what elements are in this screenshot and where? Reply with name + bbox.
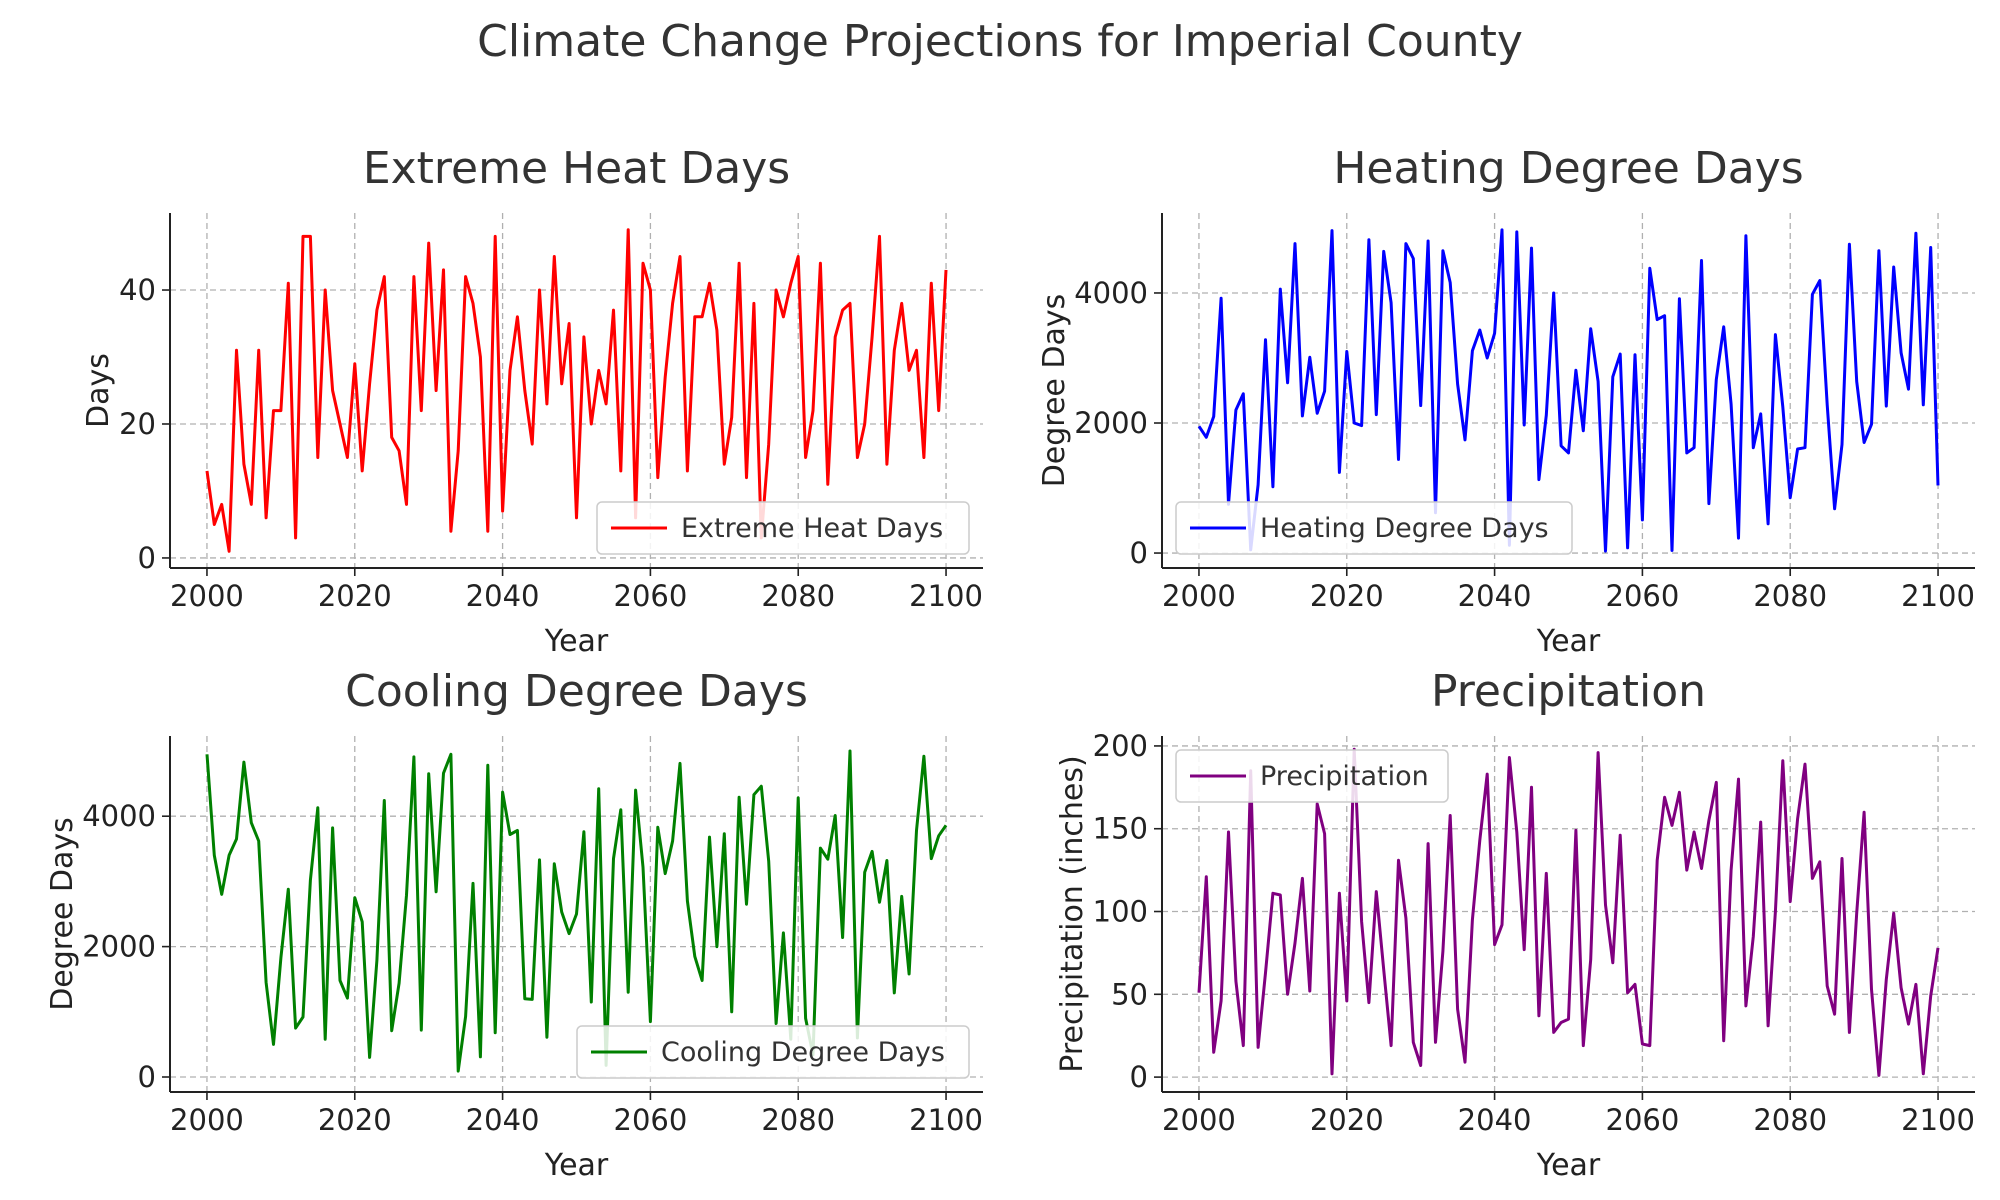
y-axis-label: Precipitation (inches)	[1055, 755, 1090, 1072]
y-tick-label: 2000	[1074, 406, 1148, 440]
legend-label: Extreme Heat Days	[681, 513, 943, 544]
x-tick-label: 2100	[909, 579, 983, 613]
x-tick-label: 2060	[614, 579, 688, 613]
x-tick-label: 2040	[1458, 1103, 1532, 1137]
y-tick-label: 0	[1130, 536, 1148, 570]
series-line	[1197, 747, 1940, 1077]
x-tick-label: 2040	[466, 579, 540, 613]
legend: Precipitation	[1175, 749, 1449, 803]
chart-panel: 2000 2020 2040 2060 2080 2100050100150200Prec…	[1055, 666, 1975, 1183]
series-line	[1197, 228, 1940, 553]
x-tick-label: 2100	[1901, 579, 1975, 613]
chart-title: Extreme Heat Days	[363, 143, 790, 194]
chart-title: Heating Degree Days	[1333, 143, 1803, 194]
y-tick-label: 0	[138, 541, 156, 575]
x-tick-label: 2000	[1162, 579, 1236, 613]
x-tick-label: 2060	[614, 1103, 688, 1137]
series-line	[205, 749, 948, 1073]
y-tick-label: 20	[119, 407, 156, 441]
chart-title: Cooling Degree Days	[345, 666, 808, 717]
legend-label: Precipitation	[1260, 761, 1429, 792]
y-tick-label: 100	[1093, 895, 1148, 929]
legend-label: Cooling Degree Days	[661, 1037, 945, 1068]
x-tick-label: 2100	[1901, 1103, 1975, 1137]
figure-suptitle: Climate Change Projections for Imperial …	[477, 16, 1523, 67]
legend-box	[1175, 749, 1449, 803]
x-tick-label: 2040	[1458, 579, 1532, 613]
y-tick-label: 4000	[82, 799, 156, 833]
y-tick-label: 0	[138, 1060, 156, 1094]
x-tick-label: 2080	[761, 1103, 835, 1137]
y-tick-label: 50	[1111, 977, 1148, 1011]
x-tick-label: 2020	[1310, 579, 1384, 613]
x-axis-label: Year	[1536, 1148, 1601, 1183]
x-tick-label: 2040	[466, 1103, 540, 1137]
legend-box	[596, 501, 970, 555]
series-line	[205, 228, 948, 553]
y-tick-label: 150	[1093, 812, 1148, 846]
legend-label: Heating Degree Days	[1260, 513, 1549, 544]
x-tick-label: 2020	[318, 579, 392, 613]
x-tick-label: 2080	[1753, 579, 1827, 613]
legend: Cooling Degree Days	[576, 1025, 970, 1079]
x-tick-label: 2080	[1753, 1103, 1827, 1137]
x-tick-label: 2000	[170, 579, 244, 613]
y-tick-label: 40	[119, 273, 156, 307]
legend: Extreme Heat Days	[596, 501, 970, 555]
y-axis-label: Degree Days	[45, 817, 80, 1011]
y-axis-label: Days	[81, 353, 116, 428]
x-tick-label: 2020	[1310, 1103, 1384, 1137]
x-tick-label: 2080	[761, 579, 835, 613]
legend-box	[576, 1025, 970, 1079]
x-tick-label: 2000	[170, 1103, 244, 1137]
legend: Heating Degree Days	[1175, 501, 1573, 555]
y-tick-label: 0	[1130, 1060, 1148, 1094]
x-tick-label: 2020	[318, 1103, 392, 1137]
chart-title: Precipitation	[1431, 666, 1706, 717]
x-tick-label: 2060	[1606, 579, 1680, 613]
y-axis-label: Degree Days	[1037, 294, 1072, 488]
x-axis-label: Year	[1536, 624, 1601, 659]
chart-panel: 2000 2020 2040 2060 2080 2100 0 2000 4000 Cooling…	[45, 666, 983, 1183]
x-tick-label: 2100	[909, 1103, 983, 1137]
y-tick-label: 4000	[1074, 276, 1148, 310]
legend-box	[1175, 501, 1573, 555]
y-tick-label: 200	[1093, 729, 1148, 763]
x-tick-label: 2000	[1162, 1103, 1236, 1137]
x-tick-label: 2060	[1606, 1103, 1680, 1137]
x-axis-label: Year	[544, 1148, 609, 1183]
x-axis-label: Year	[544, 624, 609, 659]
chart-panel: 2000 2020 2040 2060 2080 2100 0 2000 4000 Heating…	[1037, 143, 1975, 659]
y-tick-label: 2000	[82, 930, 156, 964]
